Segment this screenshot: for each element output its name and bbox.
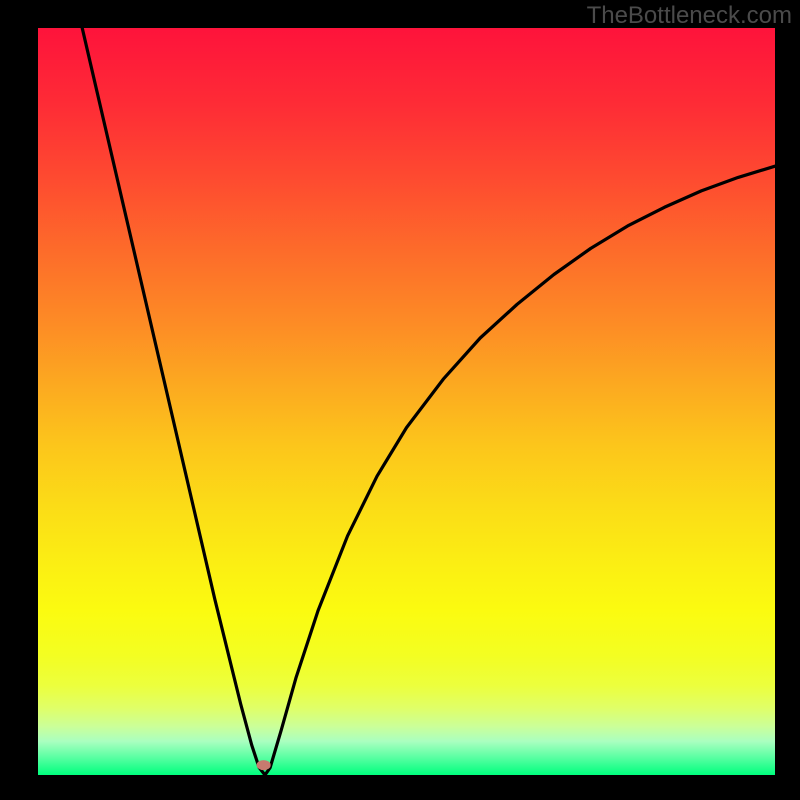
- optimum-marker: [256, 760, 271, 770]
- chart-container: TheBottleneck.com: [0, 0, 800, 800]
- plot-area: [38, 28, 775, 775]
- bottleneck-curve: [38, 28, 775, 775]
- watermark-text: TheBottleneck.com: [587, 2, 792, 30]
